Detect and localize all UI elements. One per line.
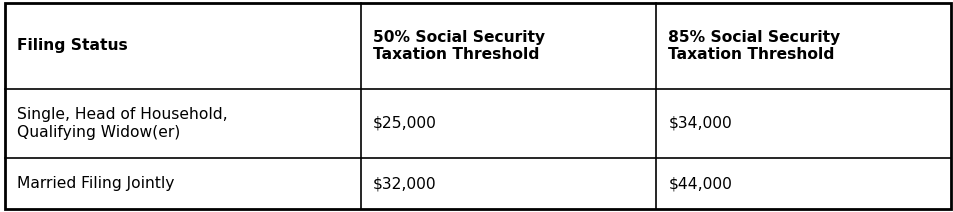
Text: 50% Social Security
Taxation Threshold: 50% Social Security Taxation Threshold	[373, 30, 544, 62]
Text: Filing Status: Filing Status	[17, 38, 128, 53]
Text: 85% Social Security
Taxation Threshold: 85% Social Security Taxation Threshold	[667, 30, 840, 62]
Text: $25,000: $25,000	[373, 116, 436, 131]
Text: $44,000: $44,000	[667, 176, 731, 191]
Text: Single, Head of Household,
Qualifying Widow(er): Single, Head of Household, Qualifying Wi…	[17, 107, 228, 140]
Text: $32,000: $32,000	[373, 176, 436, 191]
Text: $34,000: $34,000	[667, 116, 731, 131]
Text: Married Filing Jointly: Married Filing Jointly	[17, 176, 174, 191]
